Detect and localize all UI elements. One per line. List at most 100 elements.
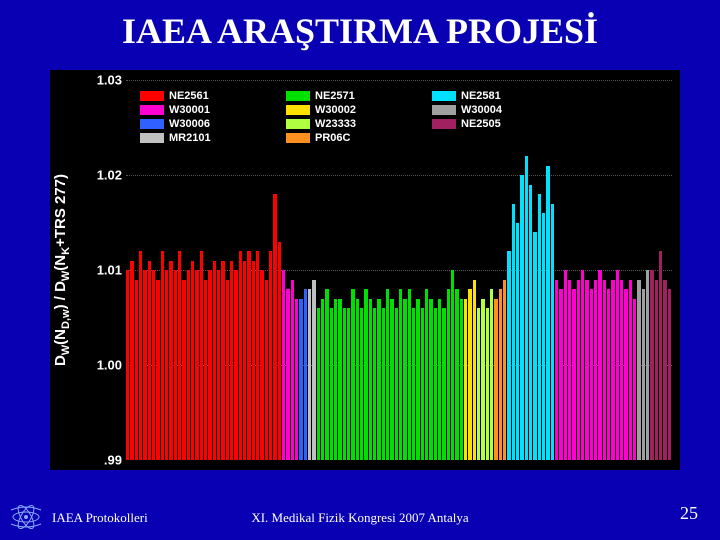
bar bbox=[507, 251, 510, 460]
bar bbox=[442, 308, 445, 460]
bar bbox=[460, 299, 463, 461]
bar bbox=[191, 261, 194, 461]
chart-panel: DW(ND,w) / DW(NK+TRS 277) .991.001.011.0… bbox=[50, 70, 680, 470]
bar bbox=[130, 261, 133, 461]
legend-item: W23333 bbox=[286, 118, 414, 130]
legend: NE2561NE2571NE2581W30001W30002W30004W300… bbox=[134, 86, 566, 148]
bar bbox=[260, 270, 263, 460]
bar bbox=[637, 280, 640, 461]
bar bbox=[217, 270, 220, 460]
bar bbox=[516, 223, 519, 461]
bar bbox=[178, 251, 181, 460]
bar bbox=[486, 308, 489, 460]
bar bbox=[369, 299, 372, 461]
bar bbox=[273, 194, 276, 460]
bar bbox=[390, 299, 393, 461]
legend-item: W30002 bbox=[286, 104, 414, 116]
bar bbox=[468, 289, 471, 460]
bar bbox=[330, 308, 333, 460]
bar bbox=[360, 308, 363, 460]
bar bbox=[438, 299, 441, 461]
footer-center: XI. Medikal Fizik Kongresi 2007 Antalya bbox=[0, 510, 720, 526]
legend-label: NE2505 bbox=[461, 118, 501, 130]
bar bbox=[581, 270, 584, 460]
bar bbox=[624, 289, 627, 460]
bar bbox=[234, 270, 237, 460]
bar bbox=[334, 299, 337, 461]
slide-title: IAEA ARAŞTIRMA PROJESİ bbox=[0, 10, 720, 52]
bar bbox=[668, 289, 671, 460]
slide-number: 25 bbox=[680, 503, 698, 524]
bar bbox=[655, 280, 658, 461]
legend-swatch bbox=[432, 91, 456, 101]
bar bbox=[377, 299, 380, 461]
bar bbox=[525, 156, 528, 460]
y-tick-label: 1.00 bbox=[82, 358, 122, 373]
legend-item: W30001 bbox=[140, 104, 268, 116]
bar bbox=[156, 280, 159, 461]
bar bbox=[382, 308, 385, 460]
bar bbox=[546, 166, 549, 461]
bar bbox=[598, 270, 601, 460]
bar bbox=[663, 280, 666, 461]
bar bbox=[152, 270, 155, 460]
bar bbox=[533, 232, 536, 460]
legend-row: W30001W30002W30004 bbox=[140, 104, 560, 116]
bar bbox=[650, 270, 653, 460]
y-tick-label: 1.02 bbox=[82, 168, 122, 183]
bar bbox=[481, 299, 484, 461]
bar bbox=[616, 270, 619, 460]
bar bbox=[347, 308, 350, 460]
bar bbox=[490, 289, 493, 460]
bar bbox=[499, 289, 502, 460]
bar bbox=[447, 289, 450, 460]
legend-row: MR2101PR06C bbox=[140, 132, 560, 144]
y-tick-label: 1.03 bbox=[82, 73, 122, 88]
bar bbox=[278, 242, 281, 461]
svg-text:DW(ND,w) / DW(NK+TRS 277): DW(ND,w) / DW(NK+TRS 277) bbox=[52, 174, 72, 366]
bar bbox=[187, 270, 190, 460]
bar bbox=[564, 270, 567, 460]
legend-item: MR2101 bbox=[140, 132, 268, 144]
bar bbox=[611, 280, 614, 461]
legend-label: W30006 bbox=[169, 118, 210, 130]
bar bbox=[308, 289, 311, 460]
legend-item: W30006 bbox=[140, 118, 268, 130]
slide: IAEA ARAŞTIRMA PROJESİ DW(ND,w) / DW(NK+… bbox=[0, 0, 720, 540]
bar bbox=[386, 289, 389, 460]
bar bbox=[351, 289, 354, 460]
bar bbox=[135, 280, 138, 461]
bar bbox=[304, 289, 307, 460]
bar bbox=[139, 251, 142, 460]
bar bbox=[239, 251, 242, 460]
y-tick-label: 1.01 bbox=[82, 263, 122, 278]
legend-swatch bbox=[140, 105, 164, 115]
legend-row: W30006 W23333 NE2505 bbox=[140, 118, 560, 130]
bar bbox=[551, 204, 554, 461]
legend-item: NE2581 bbox=[432, 90, 560, 102]
legend-swatch bbox=[286, 133, 310, 143]
bar bbox=[269, 251, 272, 460]
bar bbox=[620, 280, 623, 461]
legend-swatch bbox=[140, 133, 164, 143]
bar bbox=[633, 299, 636, 461]
bar bbox=[642, 289, 645, 460]
bar bbox=[416, 299, 419, 461]
bar bbox=[291, 280, 294, 461]
bar bbox=[200, 251, 203, 460]
bar bbox=[629, 280, 632, 461]
bar bbox=[230, 261, 233, 461]
legend-swatch bbox=[286, 91, 310, 101]
bar bbox=[148, 261, 151, 461]
bar bbox=[373, 308, 376, 460]
legend-label: W30002 bbox=[315, 104, 356, 116]
bar bbox=[520, 175, 523, 460]
bar bbox=[464, 299, 467, 461]
bar bbox=[143, 270, 146, 460]
legend-swatch bbox=[432, 105, 456, 115]
bar bbox=[226, 280, 229, 461]
bar bbox=[265, 280, 268, 461]
bar bbox=[646, 270, 649, 460]
bar bbox=[477, 308, 480, 460]
bar bbox=[603, 280, 606, 461]
